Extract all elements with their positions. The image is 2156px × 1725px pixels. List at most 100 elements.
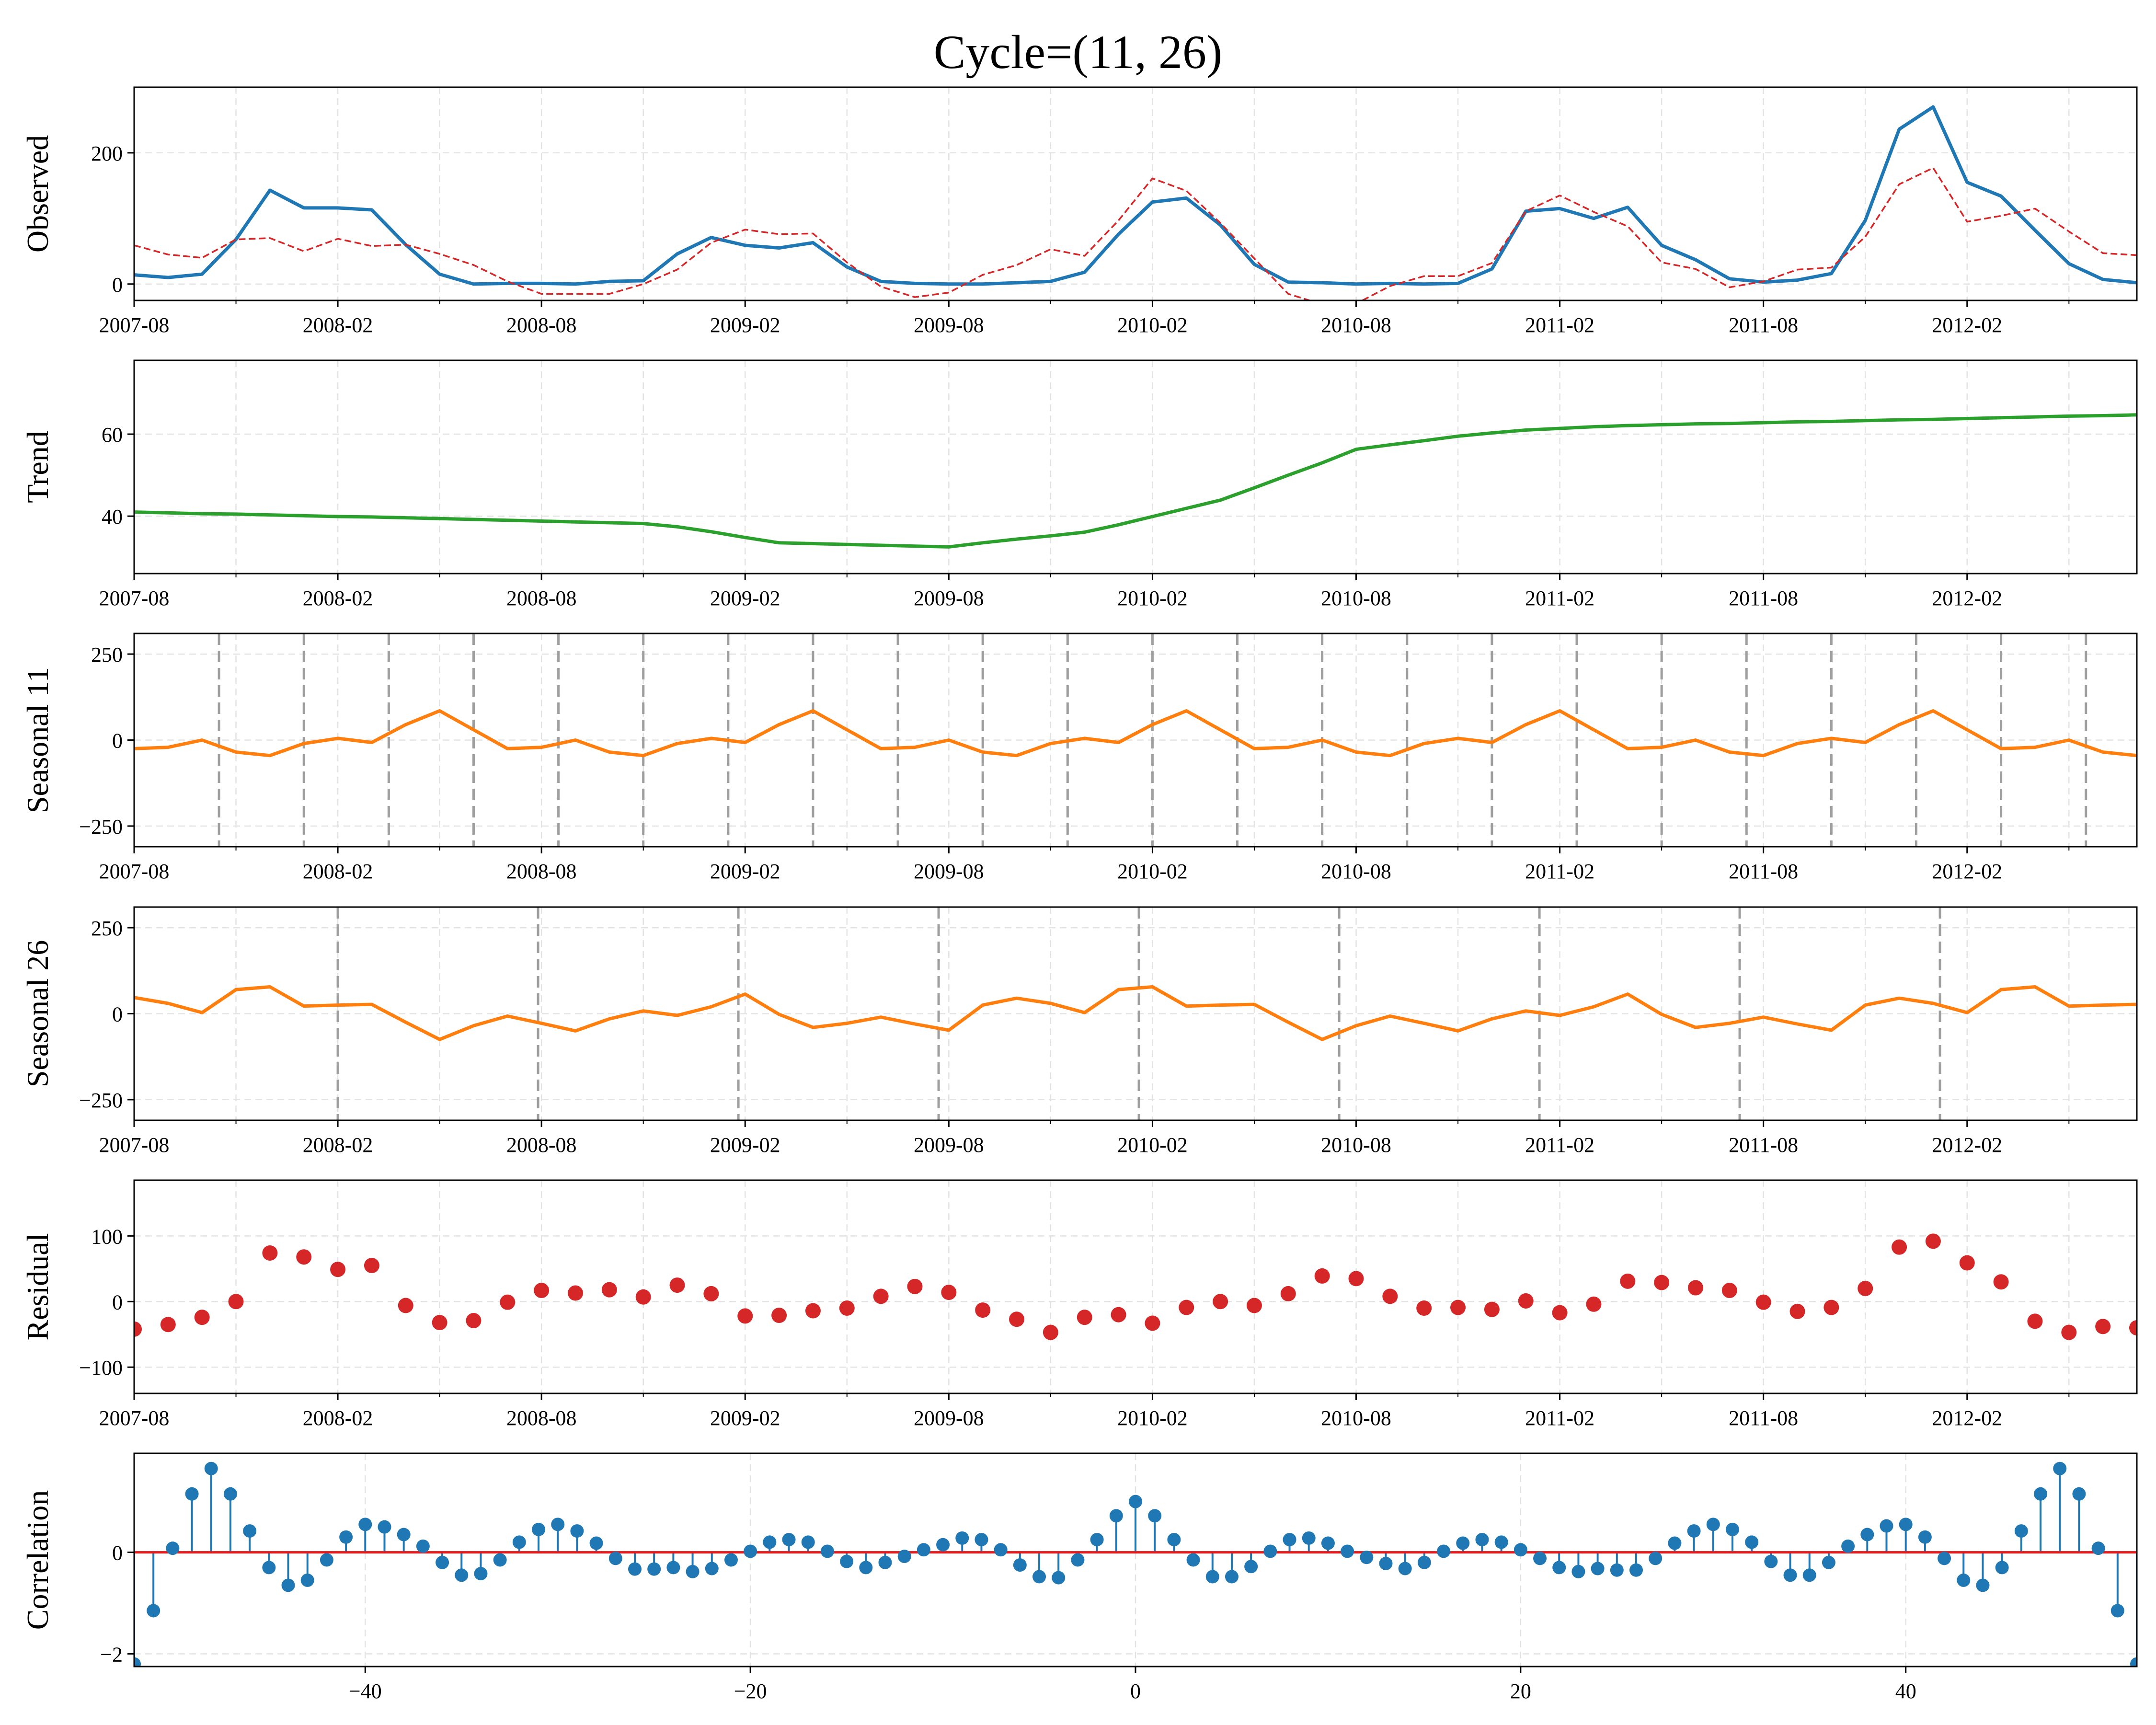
residual-point: [1213, 1294, 1228, 1310]
y-axis-label: Seasonal 26: [21, 940, 55, 1088]
x-tick-label: 2010-02: [1117, 313, 1188, 337]
stem-marker: [1802, 1568, 1816, 1582]
stem-marker: [1225, 1570, 1239, 1584]
residual-point: [1959, 1255, 1975, 1271]
x-tick-label: 2009-02: [710, 1133, 780, 1157]
residual-point: [975, 1302, 991, 1318]
stem-marker: [628, 1562, 642, 1576]
residual-point: [771, 1308, 787, 1323]
y-tick-label: 0: [112, 1541, 123, 1565]
stem-marker: [1918, 1530, 1932, 1544]
stem-marker: [1417, 1555, 1431, 1569]
residual-point: [1789, 1303, 1805, 1319]
stem-marker: [1533, 1552, 1547, 1565]
stem-marker: [1629, 1563, 1643, 1577]
stem-marker: [378, 1520, 391, 1534]
stem-marker: [1976, 1578, 1990, 1592]
stem-marker: [1706, 1518, 1720, 1531]
residual-point: [737, 1308, 753, 1324]
x-tick-label: 2010-02: [1117, 1133, 1188, 1157]
stem-marker: [955, 1531, 969, 1545]
x-tick-label: 2008-08: [506, 1406, 577, 1430]
x-tick-label: 2011-02: [1525, 1133, 1594, 1157]
stem-marker: [436, 1555, 449, 1569]
series-0: [134, 1233, 2137, 1340]
residual-point: [2027, 1313, 2043, 1329]
x-tick-label: 2012-02: [1932, 1406, 2002, 1430]
x-tick-label: 2008-02: [303, 1406, 373, 1430]
x-tick-label: 2012-02: [1932, 586, 2002, 610]
x-tick-label: 2010-08: [1321, 586, 1391, 610]
x-tick-label: 2011-08: [1729, 313, 1798, 337]
stem-marker: [1341, 1544, 1354, 1558]
stem-marker: [397, 1528, 411, 1541]
x-tick-label: 2008-02: [303, 586, 373, 610]
stem-marker: [1571, 1564, 1585, 1578]
y-axis-label: Residual: [21, 1233, 55, 1341]
x-tick-label: 2008-02: [303, 860, 373, 883]
stem-marker: [1129, 1495, 1142, 1508]
x-tick-label: 2008-02: [303, 313, 373, 337]
residual-point: [1314, 1268, 1330, 1284]
residual-point: [398, 1298, 413, 1313]
stem-marker: [1398, 1562, 1412, 1576]
stem-marker: [936, 1538, 950, 1552]
residual-point: [1755, 1294, 1771, 1310]
stem-marker: [1552, 1561, 1566, 1575]
y-axis-label: Trend: [21, 431, 55, 503]
y-tick-label: 250: [91, 643, 123, 667]
y-tick-label: 0: [112, 273, 123, 297]
x-tick-label: 2007-08: [99, 1406, 170, 1430]
stem-marker: [2110, 1604, 2124, 1618]
x-tick-label: 2009-02: [710, 1406, 780, 1430]
stem-marker: [782, 1533, 796, 1547]
residual-point: [1043, 1324, 1058, 1340]
stem-marker: [1013, 1558, 1027, 1572]
x-tick-label: 2011-02: [1525, 313, 1594, 337]
panel-seasonal-11: −250 0 250 2007-08 2008-02 2008-08 2009-02 2009…: [21, 632, 2138, 883]
residual-point: [1858, 1280, 1873, 1296]
x-tick-label: 2010-08: [1321, 313, 1391, 337]
x-tick-label: 2011-08: [1729, 1133, 1798, 1157]
y-tick-label: 100: [91, 1225, 123, 1248]
x-tick-label: 2012-02: [1932, 313, 2002, 337]
stem-marker: [1437, 1544, 1451, 1558]
stem-marker: [1167, 1533, 1181, 1547]
residual-point: [330, 1262, 346, 1277]
residual-point: [534, 1283, 550, 1299]
stem-marker: [1186, 1553, 1200, 1567]
panel-trend: 40 60 2007-08 2008-02 2008-08 2009-02 2009-08 2…: [21, 359, 2138, 610]
x-tick-label: 2011-02: [1525, 860, 1594, 883]
residual-point: [1179, 1300, 1194, 1315]
x-tick-label: 2010-08: [1321, 1406, 1391, 1430]
stem-marker: [147, 1604, 161, 1618]
stem-marker: [1841, 1539, 1855, 1553]
series-0: [134, 985, 2137, 1041]
y-axis-label: Seasonal 11: [21, 667, 55, 813]
stem-marker: [281, 1578, 295, 1592]
stem-marker: [897, 1550, 911, 1564]
stem-marker: [1321, 1536, 1335, 1550]
x-tick-label: 2009-02: [710, 586, 780, 610]
stem-marker: [1938, 1552, 1951, 1565]
x-tick-label: 2008-08: [506, 1133, 577, 1157]
stem-marker: [647, 1562, 661, 1576]
residual-point: [364, 1258, 379, 1273]
residual-point: [635, 1289, 651, 1305]
stem-marker: [1860, 1528, 1874, 1541]
residual-point: [1993, 1274, 2009, 1290]
residual-point: [134, 1321, 142, 1337]
y-axis-label: Correlation: [21, 1490, 55, 1630]
stem-marker: [358, 1518, 372, 1531]
axes-frame: [133, 359, 2138, 575]
x-tick-label: 2010-08: [1321, 1133, 1391, 1157]
series-0: [134, 413, 2137, 549]
series-line: [134, 413, 2137, 549]
stem-marker: [1244, 1560, 1258, 1574]
stem-marker: [2034, 1487, 2048, 1501]
residual-point: [1382, 1288, 1398, 1304]
x-tick-label: 2011-02: [1525, 586, 1594, 610]
stem-marker: [1283, 1533, 1296, 1547]
stem-marker: [589, 1536, 603, 1550]
